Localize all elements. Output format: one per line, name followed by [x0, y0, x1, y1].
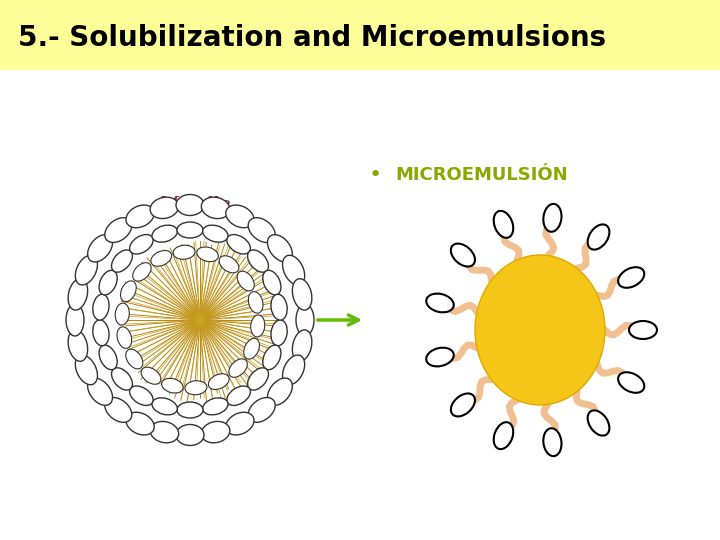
Ellipse shape: [296, 304, 314, 336]
Ellipse shape: [292, 279, 312, 310]
Ellipse shape: [68, 330, 88, 361]
Ellipse shape: [229, 359, 247, 377]
Ellipse shape: [282, 255, 305, 285]
Ellipse shape: [248, 218, 275, 242]
Ellipse shape: [226, 412, 254, 435]
Ellipse shape: [248, 292, 263, 313]
Ellipse shape: [66, 304, 84, 336]
Ellipse shape: [251, 315, 265, 337]
Ellipse shape: [120, 281, 136, 302]
Ellipse shape: [130, 386, 153, 406]
Ellipse shape: [150, 421, 179, 443]
Ellipse shape: [126, 349, 143, 369]
Ellipse shape: [451, 244, 475, 267]
Ellipse shape: [105, 218, 132, 242]
Ellipse shape: [76, 255, 97, 285]
Ellipse shape: [202, 197, 230, 219]
Ellipse shape: [271, 320, 287, 346]
Ellipse shape: [282, 355, 305, 384]
Ellipse shape: [244, 339, 259, 359]
Ellipse shape: [126, 205, 154, 228]
Ellipse shape: [292, 330, 312, 361]
Ellipse shape: [152, 225, 177, 242]
Ellipse shape: [588, 225, 609, 249]
Ellipse shape: [588, 410, 609, 436]
Ellipse shape: [203, 225, 228, 242]
Ellipse shape: [130, 234, 153, 254]
FancyBboxPatch shape: [0, 0, 720, 70]
Ellipse shape: [263, 345, 281, 370]
Ellipse shape: [115, 303, 130, 325]
Ellipse shape: [176, 424, 204, 445]
Ellipse shape: [219, 256, 239, 273]
Ellipse shape: [141, 367, 161, 384]
Ellipse shape: [451, 394, 475, 416]
Ellipse shape: [494, 422, 513, 449]
Ellipse shape: [494, 211, 513, 238]
Ellipse shape: [226, 205, 254, 228]
Ellipse shape: [177, 402, 203, 418]
Ellipse shape: [475, 255, 605, 405]
Ellipse shape: [112, 250, 132, 272]
Ellipse shape: [197, 247, 218, 262]
Ellipse shape: [177, 222, 203, 238]
Ellipse shape: [151, 251, 171, 266]
Ellipse shape: [173, 245, 195, 259]
Ellipse shape: [99, 271, 117, 295]
Ellipse shape: [150, 197, 179, 219]
Text: 5.- Solubilization and Microemulsions: 5.- Solubilization and Microemulsions: [18, 24, 606, 52]
Ellipse shape: [544, 428, 562, 456]
Ellipse shape: [629, 321, 657, 339]
Ellipse shape: [105, 397, 132, 422]
Ellipse shape: [93, 320, 109, 346]
Ellipse shape: [268, 235, 292, 262]
Ellipse shape: [271, 294, 287, 320]
Ellipse shape: [76, 355, 97, 384]
Text: MICROEMULSIÓN: MICROEMULSIÓN: [395, 166, 567, 184]
Ellipse shape: [68, 279, 88, 310]
Ellipse shape: [426, 294, 454, 312]
Ellipse shape: [88, 235, 112, 262]
Ellipse shape: [117, 327, 132, 348]
Text: Micelle: Micelle: [158, 196, 231, 214]
Ellipse shape: [126, 412, 154, 435]
Ellipse shape: [263, 271, 281, 295]
Ellipse shape: [93, 294, 109, 320]
Ellipse shape: [99, 345, 117, 370]
Ellipse shape: [185, 381, 207, 395]
Ellipse shape: [237, 271, 254, 291]
Ellipse shape: [227, 386, 251, 406]
Ellipse shape: [248, 250, 269, 272]
Ellipse shape: [202, 421, 230, 443]
Ellipse shape: [176, 194, 204, 215]
Ellipse shape: [618, 267, 644, 288]
Ellipse shape: [268, 378, 292, 406]
Ellipse shape: [152, 398, 177, 415]
Ellipse shape: [248, 397, 275, 422]
Ellipse shape: [112, 368, 132, 390]
Ellipse shape: [248, 368, 269, 390]
Ellipse shape: [544, 204, 562, 232]
Ellipse shape: [208, 374, 229, 389]
Ellipse shape: [203, 398, 228, 415]
Ellipse shape: [132, 262, 151, 281]
Ellipse shape: [618, 372, 644, 393]
Ellipse shape: [88, 378, 112, 406]
Ellipse shape: [426, 348, 454, 367]
Text: •: •: [369, 165, 382, 185]
Ellipse shape: [161, 379, 183, 393]
Ellipse shape: [227, 234, 251, 254]
